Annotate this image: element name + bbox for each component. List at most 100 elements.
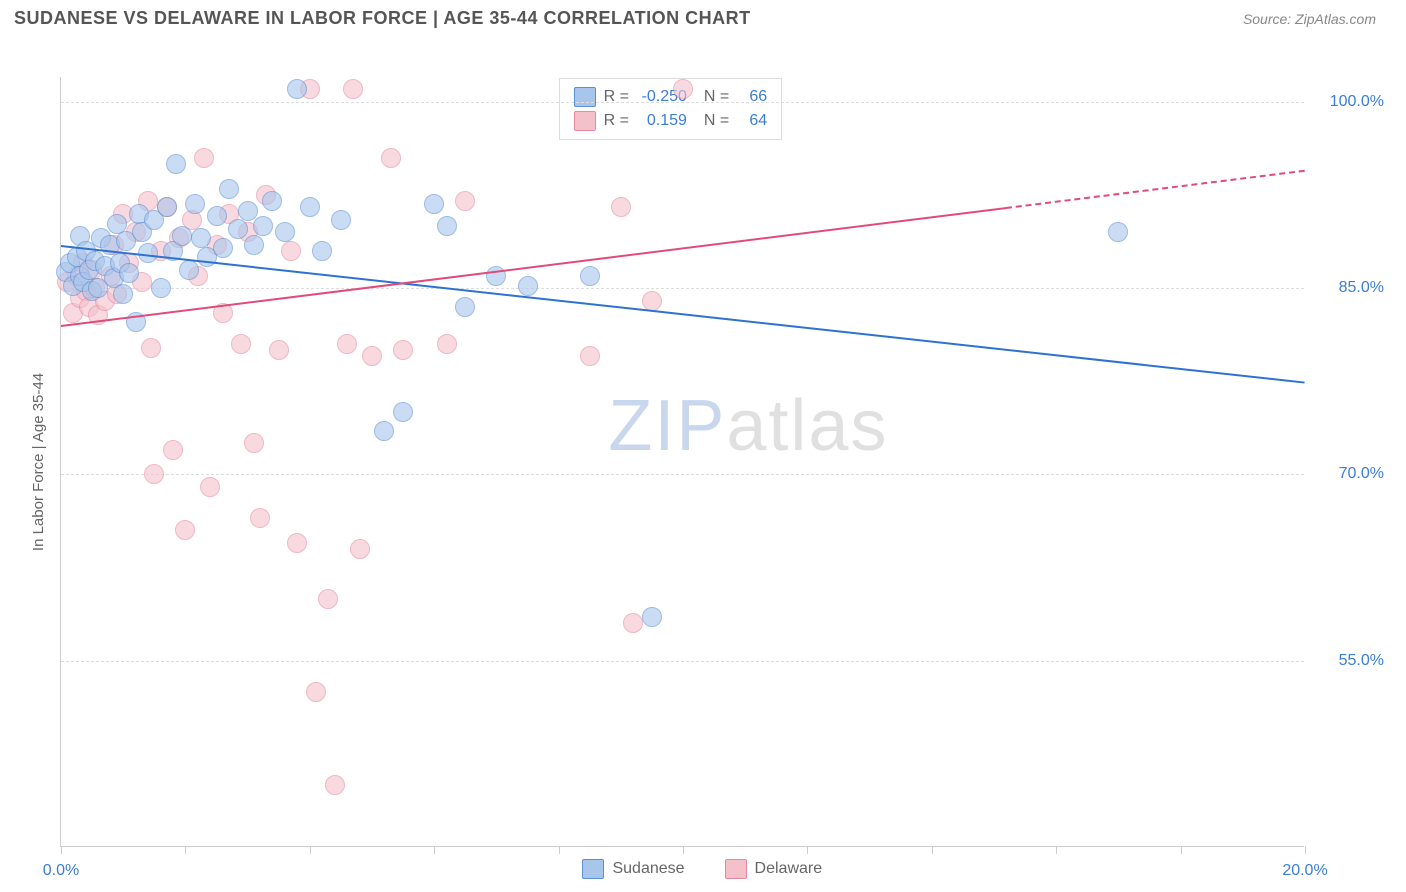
x-tick — [1056, 846, 1057, 854]
swatch-sudanese — [574, 87, 596, 107]
x-tick — [61, 846, 62, 854]
data-point-sudanese — [287, 79, 307, 99]
x-tick — [1305, 846, 1306, 854]
legend-n-sudanese: 66 — [737, 85, 767, 109]
data-point-sudanese — [185, 194, 205, 214]
swatch-sudanese-bottom — [582, 859, 604, 879]
data-point-delaware — [318, 589, 338, 609]
data-point-sudanese — [300, 197, 320, 217]
x-tick — [683, 846, 684, 854]
legend-label-delaware: Delaware — [755, 860, 823, 878]
data-point-delaware — [250, 508, 270, 528]
data-point-sudanese — [113, 284, 133, 304]
legend-item-delaware: Delaware — [725, 859, 823, 879]
data-point-sudanese — [312, 241, 332, 261]
x-tick — [1181, 846, 1182, 854]
x-tick — [185, 846, 186, 854]
y-tick-label: 70.0% — [1314, 465, 1384, 483]
watermark: ZIPatlas — [608, 385, 888, 467]
x-tick — [559, 846, 560, 854]
chart-title: SUDANESE VS DELAWARE IN LABOR FORCE | AG… — [14, 8, 751, 29]
data-point-sudanese — [191, 228, 211, 248]
swatch-delaware-bottom — [725, 859, 747, 879]
gridline — [61, 288, 1304, 289]
data-point-sudanese — [213, 238, 233, 258]
data-point-sudanese — [179, 260, 199, 280]
data-point-delaware — [231, 334, 251, 354]
swatch-delaware — [574, 111, 596, 131]
watermark-zip: ZIP — [608, 386, 726, 466]
x-tick — [310, 846, 311, 854]
y-axis-title: In Labor Force | Age 35-44 — [30, 373, 47, 551]
gridline — [61, 102, 1304, 103]
data-point-delaware — [144, 464, 164, 484]
y-tick-label: 100.0% — [1314, 93, 1384, 111]
legend-r-label: R = — [604, 85, 629, 109]
data-point-sudanese — [253, 216, 273, 236]
data-point-sudanese — [172, 226, 192, 246]
legend-row-delaware: R = 0.159 N = 64 — [574, 109, 768, 133]
data-point-sudanese — [166, 154, 186, 174]
data-point-delaware — [337, 334, 357, 354]
data-point-delaware — [200, 477, 220, 497]
data-point-sudanese — [207, 206, 227, 226]
x-tick — [807, 846, 808, 854]
regression-line — [61, 245, 1305, 384]
chart-source: Source: ZipAtlas.com — [1243, 11, 1376, 27]
data-point-sudanese — [219, 179, 239, 199]
watermark-atlas: atlas — [726, 386, 888, 466]
data-point-delaware — [611, 197, 631, 217]
y-tick-label: 85.0% — [1314, 279, 1384, 297]
data-point-sudanese — [151, 278, 171, 298]
legend-row-sudanese: R = -0.250 N = 66 — [574, 85, 768, 109]
gridline — [61, 661, 1304, 662]
x-tick — [932, 846, 933, 854]
data-point-delaware — [281, 241, 301, 261]
data-point-delaware — [362, 346, 382, 366]
data-point-delaware — [287, 533, 307, 553]
data-point-delaware — [455, 191, 475, 211]
data-point-sudanese — [642, 607, 662, 627]
data-point-delaware — [642, 291, 662, 311]
data-point-delaware — [580, 346, 600, 366]
data-point-sudanese — [262, 191, 282, 211]
legend-series: Sudanese Delaware — [582, 859, 822, 879]
legend-correlation: R = -0.250 N = 66 R = 0.159 N = 64 — [559, 78, 783, 140]
data-point-delaware — [437, 334, 457, 354]
data-point-sudanese — [157, 197, 177, 217]
data-point-sudanese — [228, 219, 248, 239]
data-point-delaware — [381, 148, 401, 168]
data-point-delaware — [393, 340, 413, 360]
data-point-sudanese — [238, 201, 258, 221]
gridline — [61, 474, 1304, 475]
data-point-delaware — [306, 682, 326, 702]
data-point-delaware — [163, 440, 183, 460]
data-point-delaware — [141, 338, 161, 358]
data-point-delaware — [350, 539, 370, 559]
legend-n-label: N = — [695, 85, 729, 109]
data-point-delaware — [343, 79, 363, 99]
data-point-delaware — [194, 148, 214, 168]
data-point-sudanese — [455, 297, 475, 317]
data-point-sudanese — [119, 263, 139, 283]
data-point-delaware — [269, 340, 289, 360]
data-point-sudanese — [437, 216, 457, 236]
data-point-delaware — [325, 775, 345, 795]
data-point-sudanese — [374, 421, 394, 441]
legend-r-label: R = — [604, 109, 629, 133]
data-point-sudanese — [393, 402, 413, 422]
legend-n-delaware: 64 — [737, 109, 767, 133]
legend-n-label: N = — [695, 109, 729, 133]
regression-line — [1006, 170, 1305, 209]
data-point-sudanese — [518, 276, 538, 296]
data-point-sudanese — [331, 210, 351, 230]
data-point-sudanese — [580, 266, 600, 286]
data-point-sudanese — [1108, 222, 1128, 242]
data-point-sudanese — [244, 235, 264, 255]
data-point-delaware — [673, 79, 693, 99]
legend-r-delaware: 0.159 — [637, 109, 687, 133]
legend-item-sudanese: Sudanese — [582, 859, 684, 879]
data-point-sudanese — [424, 194, 444, 214]
x-tick — [434, 846, 435, 854]
data-point-delaware — [623, 613, 643, 633]
